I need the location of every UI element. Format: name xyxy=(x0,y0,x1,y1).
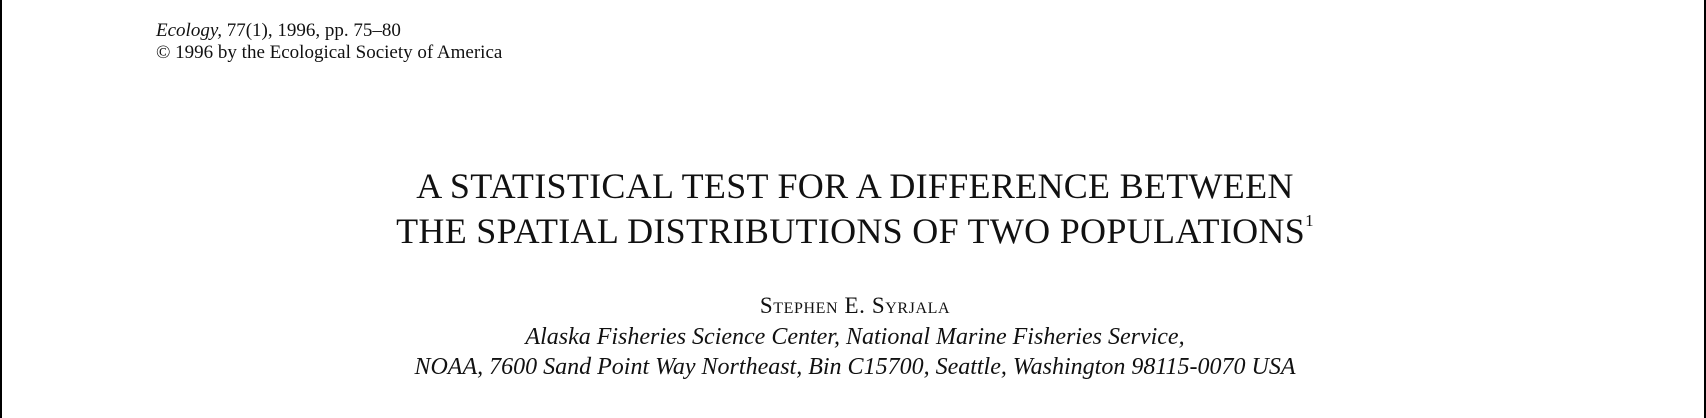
title-line-1: A STATISTICAL TEST FOR A DIFFERENCE BETW… xyxy=(416,166,1294,206)
copyright-line: © 1996 by the Ecological Society of Amer… xyxy=(156,42,503,63)
volume-pages: 77(1), 1996, pp. 75–80 xyxy=(221,20,401,41)
article-title: A STATISTICAL TEST FOR A DIFFERENCE BETW… xyxy=(2,164,1706,254)
title-line-2: THE SPATIAL DISTRIBUTIONS OF TWO POPULAT… xyxy=(396,211,1306,251)
title-line-2-wrap: THE SPATIAL DISTRIBUTIONS OF TWO POPULAT… xyxy=(2,209,1706,254)
author-affiliation: Alaska Fisheries Science Center, Nationa… xyxy=(2,322,1706,382)
affiliation-line-1: Alaska Fisheries Science Center, Nationa… xyxy=(525,324,1185,350)
title-footnote-mark: 1 xyxy=(1305,211,1314,230)
journal-name: Ecology, xyxy=(156,20,222,41)
affiliation-line-2: NOAA, 7600 Sand Point Way Northeast, Bin… xyxy=(414,354,1296,380)
citation-line: Ecology, 77(1), 1996, pp. 75–80 xyxy=(156,20,502,42)
journal-masthead: Ecology, 77(1), 1996, pp. 75–80 © 1996 b… xyxy=(156,20,502,64)
author-name: Stephen E. Syrjala xyxy=(759,293,951,318)
